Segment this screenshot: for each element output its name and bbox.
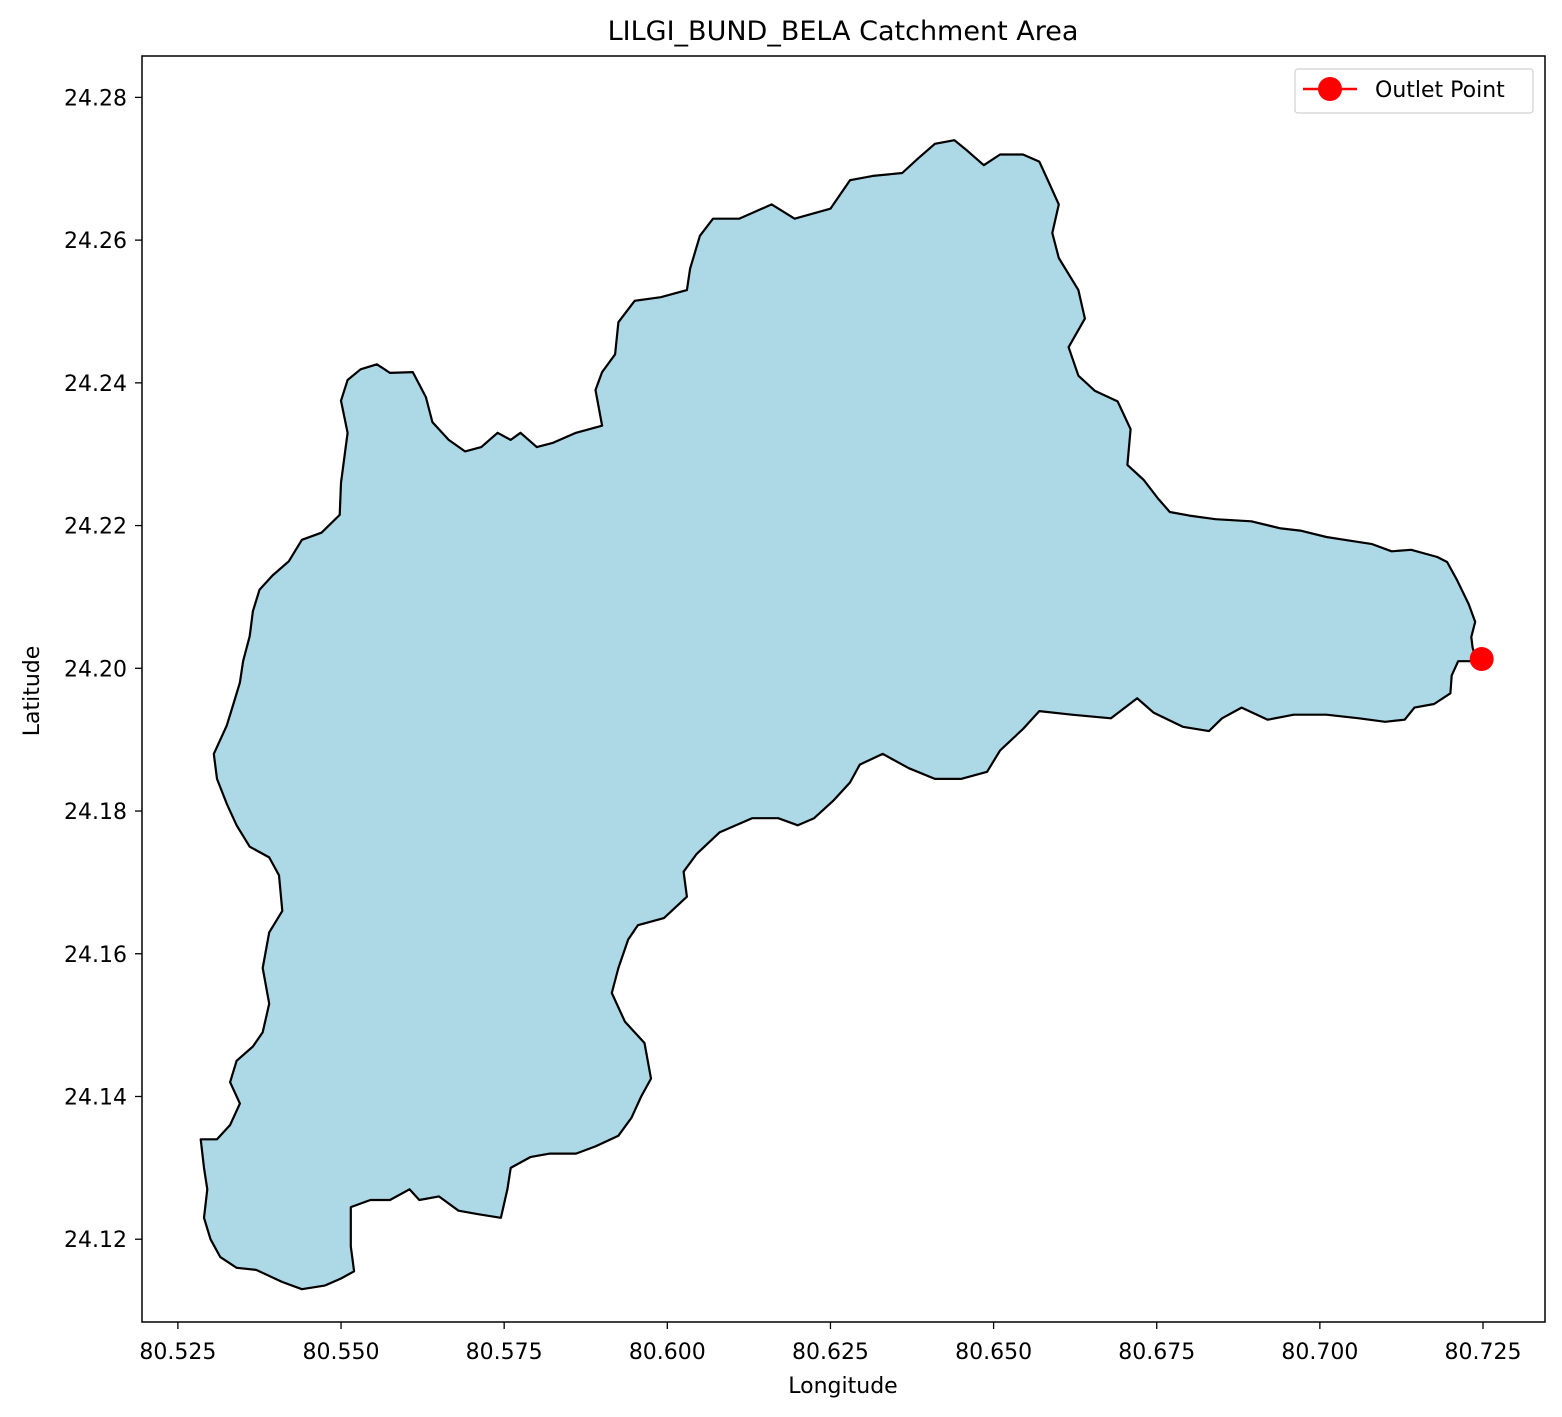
y-tick-label: 24.22 — [64, 515, 127, 540]
y-tick-label: 24.28 — [64, 86, 127, 111]
legend-box — [1294, 68, 1534, 114]
x-tick-label: 80.675 — [1118, 1340, 1195, 1365]
y-tick-label: 24.12 — [64, 1228, 127, 1253]
x-tick-label: 80.725 — [1445, 1340, 1522, 1365]
x-tick-label: 80.525 — [139, 1340, 216, 1365]
y-tick-label: 24.16 — [64, 943, 127, 968]
x-tick-label: 80.550 — [303, 1340, 380, 1365]
x-tick-label: 80.700 — [1281, 1340, 1358, 1365]
y-axis-title: Latitude — [20, 646, 45, 737]
outlet-point-marker — [1469, 647, 1494, 672]
x-axis: 80.525 80.550 80.575 80.600 80.625 80.650 80.6… — [139, 1322, 1521, 1365]
legend-marker — [1318, 77, 1342, 101]
y-tick-label: 24.26 — [64, 229, 127, 254]
x-axis-title: Longitude — [788, 1374, 897, 1399]
legend-label-outlet-point: Outlet Point — [1375, 78, 1505, 103]
plot-area — [199, 139, 1494, 1291]
y-tick-label: 24.14 — [64, 1085, 127, 1110]
y-axis: 24.12 24.14 24.16 24.18 24.20 24.22 24.24 24.26… — [64, 86, 142, 1253]
y-tick-label: 24.20 — [64, 657, 127, 682]
x-tick-label: 80.625 — [792, 1340, 869, 1365]
y-tick-label: 24.24 — [64, 372, 127, 397]
chart-title: LILGI_BUND_BELA Catchment Area — [608, 16, 1079, 47]
axes-frame — [141, 55, 1546, 1323]
x-tick-label: 80.600 — [629, 1340, 706, 1365]
legend: Outlet Point — [1294, 68, 1534, 114]
x-tick-label: 80.650 — [955, 1340, 1032, 1365]
y-tick-label: 24.18 — [64, 800, 127, 825]
catchment-polygon — [199, 139, 1478, 1291]
x-tick-label: 80.575 — [466, 1340, 543, 1365]
